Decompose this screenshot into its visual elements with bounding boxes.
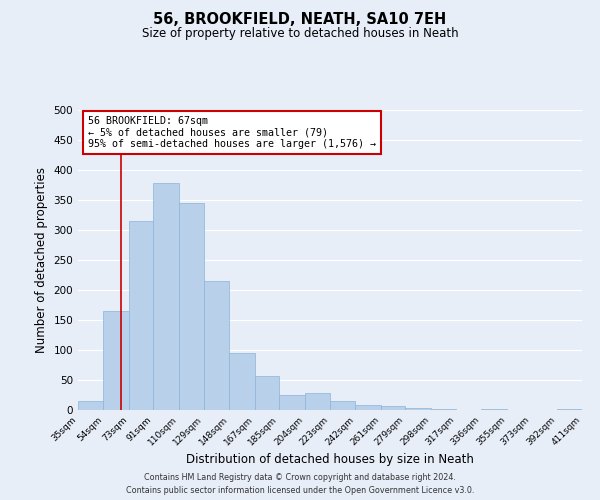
X-axis label: Distribution of detached houses by size in Neath: Distribution of detached houses by size … [186,452,474,466]
Text: 56 BROOKFIELD: 67sqm
← 5% of detached houses are smaller (79)
95% of semi-detach: 56 BROOKFIELD: 67sqm ← 5% of detached ho… [88,116,376,149]
Bar [78,401,103,410]
Bar [381,406,405,410]
Text: Size of property relative to detached houses in Neath: Size of property relative to detached ho… [142,28,458,40]
Bar [179,203,204,410]
Bar [103,311,129,410]
Bar [305,392,330,410]
Text: 56, BROOKFIELD, NEATH, SA10 7EH: 56, BROOKFIELD, NEATH, SA10 7EH [154,12,446,28]
Text: Contains public sector information licensed under the Open Government Licence v3: Contains public sector information licen… [126,486,474,495]
Bar [204,281,229,410]
Bar [129,221,153,410]
Bar [355,404,381,410]
Bar [557,409,582,410]
Bar [153,183,179,410]
Text: Contains HM Land Registry data © Crown copyright and database right 2024.: Contains HM Land Registry data © Crown c… [144,472,456,482]
Bar [255,376,279,410]
Y-axis label: Number of detached properties: Number of detached properties [35,167,48,353]
Bar [330,401,355,410]
Bar [405,408,431,410]
Bar [279,395,305,410]
Bar [481,409,507,410]
Bar [229,353,255,410]
